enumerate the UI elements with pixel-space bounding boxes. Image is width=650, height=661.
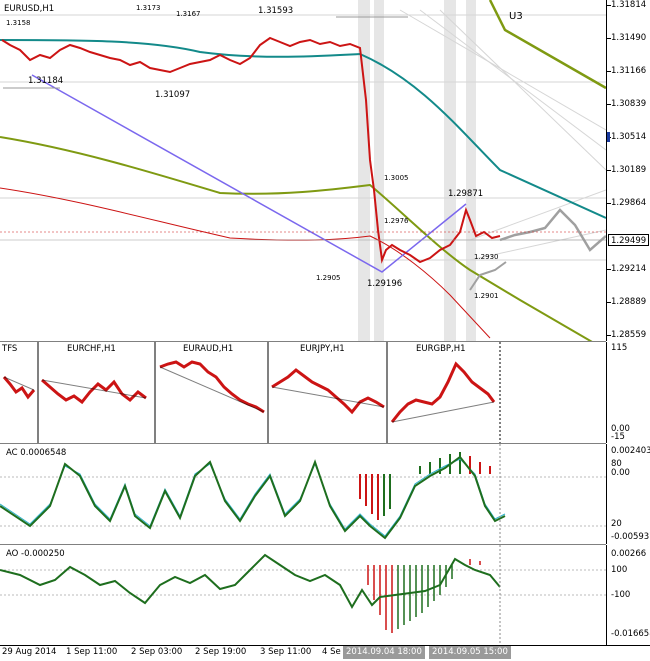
current-price-box: 1.29499: [608, 234, 649, 246]
price-annotation: 1.3167: [176, 10, 201, 18]
tfs-candles-1: [2, 376, 147, 405]
ac-oscillator-green: [0, 455, 506, 540]
main-chart-pane[interactable]: EURUSD,H1 U3 1.3158 1.3173 1.3167 1.3159…: [0, 0, 606, 341]
price-label: 1.29214: [611, 264, 647, 274]
gray-forecast: [499, 208, 606, 252]
crosshair-time-label: 2014.09.04 18:00: [343, 646, 425, 659]
tfs-symbol: EURAUD,H1: [183, 344, 234, 354]
time-label: 3 Sep 11:00: [260, 647, 312, 657]
price-annotation: 1.29871: [448, 189, 484, 199]
price-label: 1.30839: [611, 99, 647, 109]
tfs-label: TFS: [2, 344, 18, 354]
olive-moving-average: [0, 136, 593, 341]
scale-label: -100: [611, 590, 631, 600]
time-label: 4 Se: [322, 647, 341, 657]
chart-title: EURUSD,H1: [4, 4, 55, 14]
session-band: [358, 0, 370, 341]
session-band: [466, 0, 476, 341]
tfs-symbol: EURJPY,H1: [300, 344, 345, 354]
price-label: 1.28559: [611, 330, 647, 340]
session-band: [374, 0, 384, 341]
scale-label: -15: [611, 432, 625, 442]
scale-label: 80: [611, 459, 622, 469]
price-candles: [1, 36, 501, 264]
tfs-candles-4: [390, 361, 496, 423]
ao-oscillator-line: [0, 553, 501, 610]
price-annotation: 1.29196: [367, 279, 403, 289]
ac-oscillator-light: [0, 458, 506, 537]
tfs-candles-3: [271, 368, 385, 415]
price-label: 1.31166: [611, 66, 647, 76]
scale-label: 115: [611, 343, 628, 353]
ao-histogram: [367, 559, 481, 633]
price-annotation: 1.3158: [6, 19, 31, 27]
ac-pane[interactable]: AC 0.0006548: [0, 444, 606, 544]
price-annotation: 1.2976: [384, 217, 409, 225]
tfs-canvas: [2, 342, 501, 443]
price-label: 1.29864: [611, 198, 647, 208]
ao-pane[interactable]: AO -0.000250: [0, 545, 606, 645]
price-annotation: 1.31097: [155, 90, 191, 100]
time-label: 2 Sep 19:00: [195, 647, 247, 657]
price-annotation: 1.2905: [316, 274, 341, 282]
price-annotation: 1.31184: [28, 76, 64, 86]
ao-label: AO -0.000250: [6, 549, 65, 559]
tfs-symbol: EURCHF,H1: [67, 344, 116, 354]
crosshair-time-label: 2014.09.05 15:00: [429, 646, 511, 659]
scale-label: 100: [611, 565, 628, 575]
price-label: 1.30514: [611, 132, 647, 142]
scale-label: -0.016658: [611, 629, 650, 639]
tfs-separators: [37, 342, 501, 443]
price-label: 1.31490: [611, 33, 647, 43]
time-axis[interactable]: 29 Aug 2014 1 Sep 11:00 2 Sep 03:00 2 Se…: [0, 645, 650, 661]
scale-label: 0.00266: [611, 549, 647, 559]
scale-label: 0.00: [611, 468, 630, 478]
gray-forecast-2: [469, 261, 507, 291]
ao-scale[interactable]: 0.00266 100 -100 -0.016658: [606, 545, 650, 645]
channel-lines: [0, 9, 606, 261]
price-annotation: 1.31593: [258, 6, 294, 16]
tfs-scale[interactable]: 115 0.00 -15: [606, 342, 650, 443]
price-label: 1.31814: [611, 0, 647, 10]
current-price-marker: [607, 132, 610, 142]
price-annotation: 1.3173: [136, 4, 161, 12]
tfs-pane[interactable]: TFS EURCHF,H1 EURAUD,H1 EURJPY,H1 EURGBP…: [0, 342, 606, 443]
ac-canvas: [0, 444, 606, 544]
price-annotation: 1.2930: [474, 253, 499, 261]
ac-histogram: [359, 452, 491, 520]
time-label: 2 Sep 03:00: [131, 647, 183, 657]
indicator-label: U3: [509, 11, 523, 22]
time-label: 29 Aug 2014: [2, 647, 57, 657]
price-annotation: 1.2901: [474, 292, 499, 300]
price-label: 1.28889: [611, 297, 647, 307]
scale-label: 0.002403: [611, 446, 650, 456]
ac-scale[interactable]: 0.002403 80 0.00 20 -0.005937: [606, 444, 650, 544]
scale-label: -0.005937: [611, 532, 650, 542]
ao-canvas: [0, 545, 606, 645]
price-annotation: 1.3005: [384, 174, 409, 182]
main-price-scale[interactable]: 1.31814 1.31490 1.31166 1.30839 1.30514 …: [606, 0, 650, 341]
scale-label: 20: [611, 519, 622, 529]
red-moving-average: [0, 187, 491, 339]
price-label: 1.30189: [611, 165, 647, 175]
tfs-candles-2: [159, 360, 265, 414]
teal-moving-average: [0, 39, 606, 219]
purple-zigzag: [31, 74, 467, 273]
main-chart-canvas: [0, 0, 606, 341]
olive-upper-band: [488, 0, 606, 90]
scale-label: 0.00: [611, 424, 630, 434]
time-label: 1 Sep 11:00: [66, 647, 118, 657]
session-band: [444, 0, 456, 341]
ac-label: AC 0.0006548: [6, 448, 67, 458]
tfs-symbol: EURGBP,H1: [416, 344, 466, 354]
